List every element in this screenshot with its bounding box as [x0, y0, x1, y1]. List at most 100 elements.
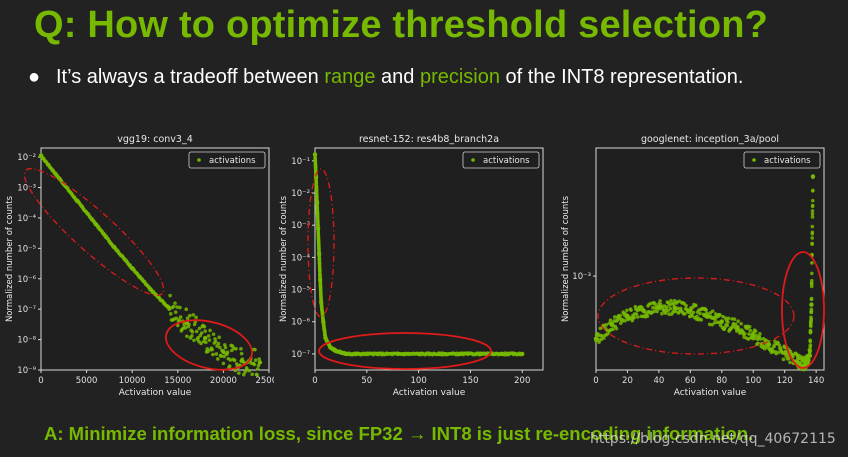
chart1-data-point — [239, 351, 244, 356]
chart1-ytick-label: 10⁻⁷ — [17, 305, 36, 315]
chart3-data-point — [777, 343, 782, 347]
chart3-data-point — [797, 353, 801, 358]
chart3-data-point — [608, 318, 613, 322]
chart3-data-point — [748, 328, 753, 333]
chart3-data-point — [653, 302, 658, 307]
chart3-data-point — [809, 317, 813, 322]
chart3-data-point — [651, 305, 655, 310]
chart1-data-point — [213, 337, 217, 341]
keyword-precision: precision — [419, 66, 500, 88]
chart-vgg19-svg: vgg19: conv3_4 0 5000 10000 15000 20000 25000 1… — [5, 134, 274, 398]
chart3-data-point — [672, 305, 677, 310]
chart1-xtick-label: 10000 — [119, 376, 146, 386]
chart1-data-point — [213, 339, 218, 344]
chart2-data-point — [314, 200, 320, 205]
chart3-data-point — [810, 242, 814, 246]
chart2-data-point — [316, 251, 322, 257]
chart3-data-point — [625, 313, 630, 319]
chart-googlenet: googlenet: inception_3a/pool 0 20 40 60 80 100… — [556, 128, 842, 400]
chart1-data-point — [253, 358, 258, 362]
chart2-xtick-label: 0 — [312, 376, 317, 386]
chart1-data-point — [206, 334, 211, 338]
chart1-data-point — [202, 335, 208, 341]
chart2-ytick-label: 10⁻⁴ — [291, 253, 310, 263]
chart3-data-point — [810, 261, 814, 265]
chart1-xtick-label: 25000 — [255, 376, 274, 386]
bullet-point: ● It’s always a tradeoff between range an… — [28, 66, 743, 89]
chart3-data-point — [791, 354, 795, 359]
chart1-data-point — [184, 307, 189, 312]
chart3-data-point — [629, 308, 633, 312]
chart3-data-point — [704, 308, 708, 312]
chart3-data-point — [690, 313, 694, 318]
chart3-data-point — [747, 332, 751, 336]
chart2-ytick-label: 10⁻⁷ — [291, 350, 310, 360]
chart1-plot-frame — [40, 147, 270, 371]
chart3-data-point — [712, 320, 717, 325]
watermark: https://blog.csdn.net/qq_40672115 — [590, 431, 836, 447]
chart1-data-point — [173, 301, 177, 305]
chart1-data-point — [225, 350, 230, 355]
chart3-data-point — [758, 332, 762, 336]
chart1-xlabel: Activation value — [119, 388, 192, 398]
chart3-ylabel: Normalized number of counts — [561, 195, 571, 322]
chart1-data-point — [178, 305, 182, 310]
chart1-xtick-label: 5000 — [76, 376, 98, 386]
chart1-data-point — [93, 221, 98, 227]
chart1-data-point — [185, 316, 190, 321]
chart3-legend-marker — [752, 158, 756, 162]
chart1-data-point — [221, 349, 226, 354]
chart3-xtick-label: 80 — [716, 376, 727, 386]
chart2-dashdot-ellipse — [307, 168, 335, 318]
chart2-data-point — [520, 351, 525, 357]
chart1-data-point — [166, 305, 171, 310]
chart1-legend-label: activations — [209, 156, 256, 166]
chart3-data-point — [751, 333, 756, 339]
chart3-data-point — [739, 321, 743, 326]
chart3-data-point — [718, 313, 722, 317]
chart2-data-point — [319, 300, 324, 305]
chart-vgg19: vgg19: conv3_4 0 5000 10000 15000 20000 25000 1… — [4, 128, 274, 400]
chart1-data-point — [174, 316, 179, 321]
chart3-ytick-label: 10⁻³ — [572, 272, 591, 282]
chart3-data-point — [625, 308, 629, 313]
chart2-data-point — [312, 152, 318, 157]
chart1-title: vgg19: conv3_4 — [117, 134, 193, 145]
chart1-data-point — [197, 326, 202, 331]
chart1-data-point — [202, 324, 207, 329]
chart1-data-point — [183, 325, 188, 330]
chart3-data-point — [809, 296, 814, 301]
chart1-data-point — [185, 334, 189, 339]
chart2-data-point — [321, 319, 326, 324]
chart1-ytick-label: 10⁻⁴ — [17, 214, 36, 224]
bullet-text-end: of the INT8 representation. — [500, 66, 744, 88]
chart3-data-point — [698, 311, 702, 316]
chart3-data-point — [726, 316, 731, 321]
chart3-xtick-label: 120 — [777, 376, 793, 386]
chart3-data-point — [593, 336, 599, 341]
chart3-data-point — [634, 312, 639, 316]
chart1-data-point — [168, 293, 172, 298]
chart1-ytick-label: 10⁻³ — [17, 184, 36, 194]
chart2-xlabel: Activation value — [393, 388, 466, 398]
chart3-series-activations — [593, 174, 816, 372]
chart3-data-point — [808, 330, 813, 334]
chart3-data-point — [719, 319, 724, 324]
chart3-data-point — [663, 311, 668, 315]
bullet-text-middle: and — [375, 66, 420, 88]
chart2-data-point — [328, 345, 333, 350]
chart2-legend-box — [462, 151, 540, 169]
chart-resnet152: resnet-152: res4b8_branch2a 0 50 100 150 200 1… — [278, 128, 548, 400]
chart3-data-point — [668, 306, 673, 311]
chart1-data-point — [218, 345, 222, 350]
chart1-data-point — [247, 368, 252, 373]
chart3-data-point — [776, 350, 781, 355]
chart3-data-point — [736, 319, 740, 323]
chart1-data-point — [217, 335, 221, 340]
chart2-ytick-label: 10⁻² — [291, 189, 310, 199]
answer-footer: A: Minimize information loss, since FP32… — [44, 423, 754, 444]
chart3-data-point — [809, 309, 814, 313]
chart3-data-point — [693, 303, 698, 308]
chart3-data-point — [656, 305, 662, 310]
chart3-dashdot-ellipse — [597, 277, 795, 355]
